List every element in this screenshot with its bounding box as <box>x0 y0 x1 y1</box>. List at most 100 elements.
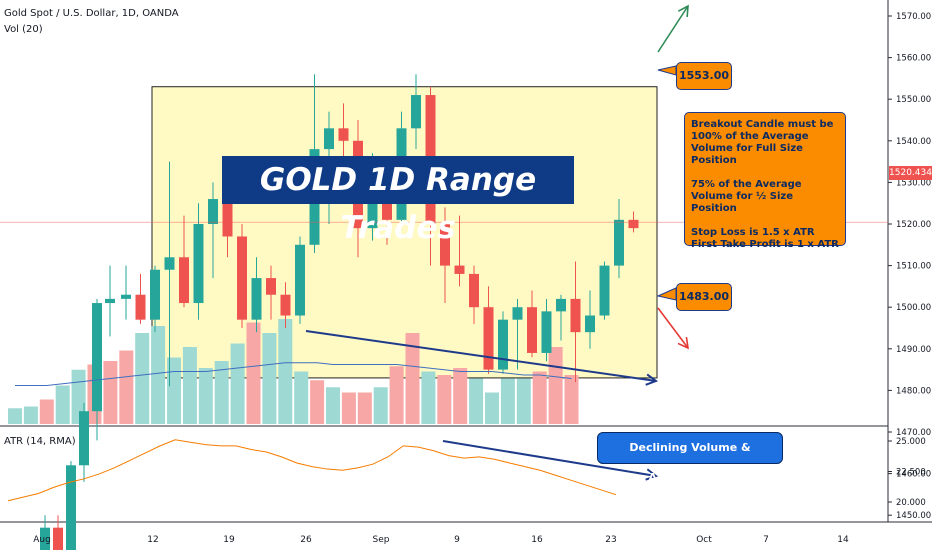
candle-body <box>628 219 639 229</box>
volume-bar <box>230 343 245 424</box>
volume-bar <box>151 326 166 424</box>
volume-bar <box>214 361 229 424</box>
volume-bar <box>564 375 579 424</box>
candle-body <box>454 265 465 274</box>
price-tick-label: 1560.00 <box>896 54 931 64</box>
candle-body <box>512 307 523 320</box>
candle-body <box>266 278 276 295</box>
volume-bar <box>485 392 499 424</box>
candle-body <box>469 273 479 308</box>
atr-tick-label: 22.500 <box>896 468 926 478</box>
rule-volume-half: 75% of the Average Volume for ½ Size Pos… <box>691 179 802 214</box>
candle-body <box>251 278 262 320</box>
volume-bar <box>103 361 118 424</box>
volume-bar <box>39 399 54 424</box>
volume-bar <box>373 387 388 424</box>
candle-body <box>498 319 508 370</box>
volume-bar <box>198 368 213 424</box>
candle-body <box>179 257 189 304</box>
volume-bar <box>357 392 372 424</box>
price-tick-label: 1510.00 <box>896 262 931 272</box>
volume-bar <box>500 378 515 424</box>
volume-bar <box>516 378 531 424</box>
candle-body <box>237 236 247 320</box>
atr-tick-label: 25.000 <box>896 437 926 447</box>
time-axis: Aug 12 19 26 Sep 9 16 23 Oct 7 14 <box>33 535 849 545</box>
price-tick-label: 1570.00 <box>896 12 931 22</box>
volume-bars <box>8 319 579 424</box>
time-tick-label: 16 <box>531 535 543 545</box>
candle-body <box>367 190 378 229</box>
candle-body <box>222 199 233 237</box>
volume-bar <box>119 350 134 424</box>
candle-body <box>338 128 349 141</box>
volume-bar <box>532 371 547 424</box>
candle-body <box>556 298 566 312</box>
candle-body <box>280 294 291 316</box>
price-tick-label: 1480.00 <box>896 386 931 396</box>
price-tick-label: 1540.00 <box>896 137 931 147</box>
candle-body <box>440 224 450 266</box>
volume-bar <box>167 357 181 424</box>
candle-body <box>599 265 610 316</box>
candle-body <box>79 411 89 466</box>
atr-tick-label: 20.000 <box>896 498 926 508</box>
candle-body <box>193 224 204 304</box>
time-tick-label: 23 <box>605 535 616 545</box>
candle-body <box>208 199 218 224</box>
breakout-up-arrow <box>657 5 689 53</box>
candle-body <box>295 244 305 316</box>
volume-bar <box>421 371 436 424</box>
volume-decline-arrow <box>305 330 657 382</box>
volume-bar <box>278 319 293 424</box>
candle-body <box>40 527 50 550</box>
volume-bar <box>469 378 484 424</box>
time-tick-label: 14 <box>837 535 849 545</box>
price-tick-label: 1490.00 <box>896 345 931 355</box>
price-tick-label: 1470.00 <box>896 428 931 438</box>
price-tick-label: 1530.00 <box>896 178 931 188</box>
candle-body <box>483 307 494 370</box>
price-tick-label: 1520.00 <box>896 220 931 230</box>
volume-bar <box>548 347 563 424</box>
time-tick-label: Aug <box>33 535 51 545</box>
atr-decline-arrow <box>442 440 657 477</box>
candle-body <box>527 307 537 353</box>
candle-body <box>541 311 552 353</box>
volume-bar <box>341 392 356 424</box>
trade-rules-callout: Breakout Candle must be 100% of the Aver… <box>684 112 846 250</box>
volume-bar <box>8 408 22 424</box>
candle-body <box>53 527 63 550</box>
volume-bar <box>310 380 325 424</box>
time-tick-label: 9 <box>454 535 460 545</box>
annotation-arrows <box>305 4 690 481</box>
price-tick-label: 1460.00 <box>896 470 931 480</box>
breakdown-down-arrow-head <box>677 336 690 350</box>
price-axis: 1570.001560.001550.001540.001530.001520.… <box>888 12 931 521</box>
candle-body <box>121 294 131 299</box>
price-tick-label: 1450.00 <box>896 511 931 521</box>
breakout-up-arrow-head <box>677 4 689 18</box>
atr-decline-arrow-head <box>645 468 659 481</box>
declining-volume-note: Declining Volume & ATR/Volatility <box>597 432 783 484</box>
time-tick-label: Oct <box>696 535 712 545</box>
candle-body <box>66 465 76 550</box>
atr-indicator-label: ATR (14, RMA) <box>4 436 76 447</box>
current-price-badge: 1520.434 <box>889 166 932 180</box>
candle-body <box>570 298 581 333</box>
candle-body <box>92 303 102 412</box>
volume-bar <box>262 333 277 424</box>
time-tick-label: 12 <box>147 535 158 545</box>
volume-bar <box>389 366 404 424</box>
candle-body <box>150 269 160 320</box>
volume-indicator-label: Vol (20) <box>4 24 43 35</box>
volume-bar <box>135 333 150 424</box>
volume-bar <box>182 347 197 424</box>
symbol-title: Gold Spot / U.S. Dollar, 1D, OANDA <box>4 8 179 19</box>
candle-body <box>105 298 115 304</box>
atr-pane: 25.000 22.500 20.000 <box>7 437 926 508</box>
breakdown-down-arrow <box>657 307 689 349</box>
volume-bar <box>453 368 468 424</box>
candle-body <box>324 128 334 150</box>
